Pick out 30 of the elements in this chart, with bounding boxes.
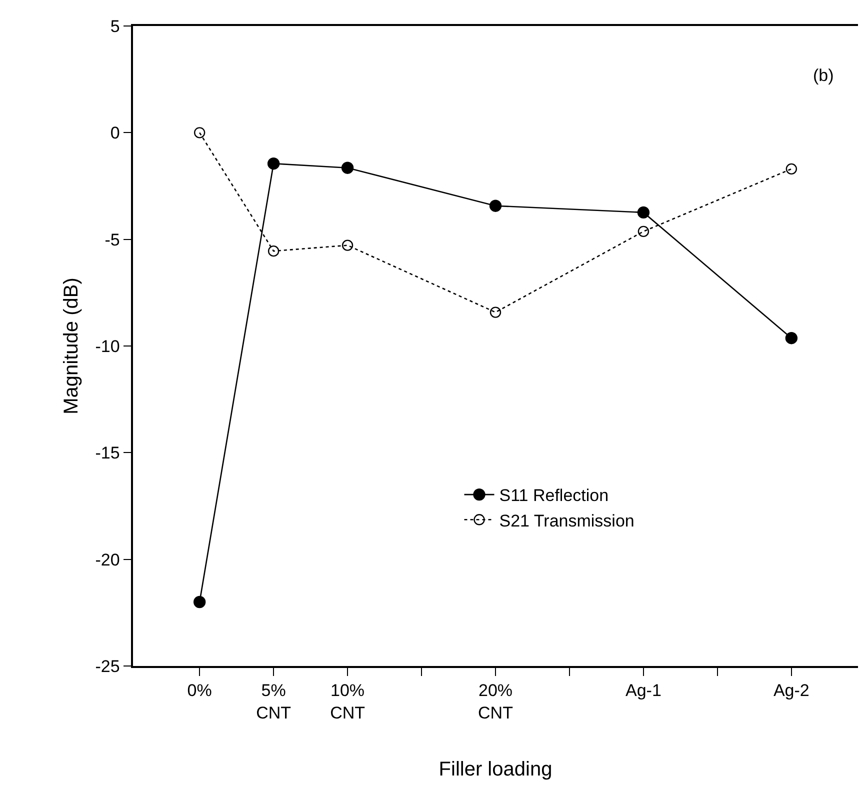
point: [637, 206, 650, 219]
x-tick-label: Ag-2: [773, 681, 810, 700]
x-tick-label: 5% CNT: [256, 681, 292, 722]
point: [342, 240, 354, 251]
y-axis-title: Magnitude (dB): [60, 278, 82, 414]
point: [194, 127, 206, 138]
x-tick-label: Ag-1: [626, 681, 662, 700]
x-axis-title: Filler loading: [438, 758, 552, 780]
y-tick-label: -15: [95, 444, 120, 463]
x-tick-label: 0%: [187, 681, 212, 700]
point: [267, 158, 280, 170]
y-tick-label: -25: [95, 656, 120, 676]
point: [193, 596, 206, 608]
x-tick-label: 20% CNT: [478, 681, 513, 722]
y-tick-label: -10: [95, 336, 120, 356]
point: [268, 245, 280, 257]
legend-label: S11 Reflection: [499, 486, 609, 506]
y-tick-label: 0: [110, 124, 120, 143]
x-tick-label: 10% CNT: [330, 681, 366, 722]
point: [490, 306, 502, 318]
point: [786, 163, 798, 175]
point: [785, 332, 798, 344]
point: [638, 226, 650, 238]
y-tick-label: -20: [95, 550, 120, 570]
y-tick-label: -5: [104, 230, 120, 250]
point: [341, 162, 354, 174]
legend-label: S21 Transmission: [499, 511, 634, 530]
annotation: (b): [813, 66, 834, 85]
point: [489, 200, 502, 212]
y-tick-label: 5: [110, 16, 120, 36]
